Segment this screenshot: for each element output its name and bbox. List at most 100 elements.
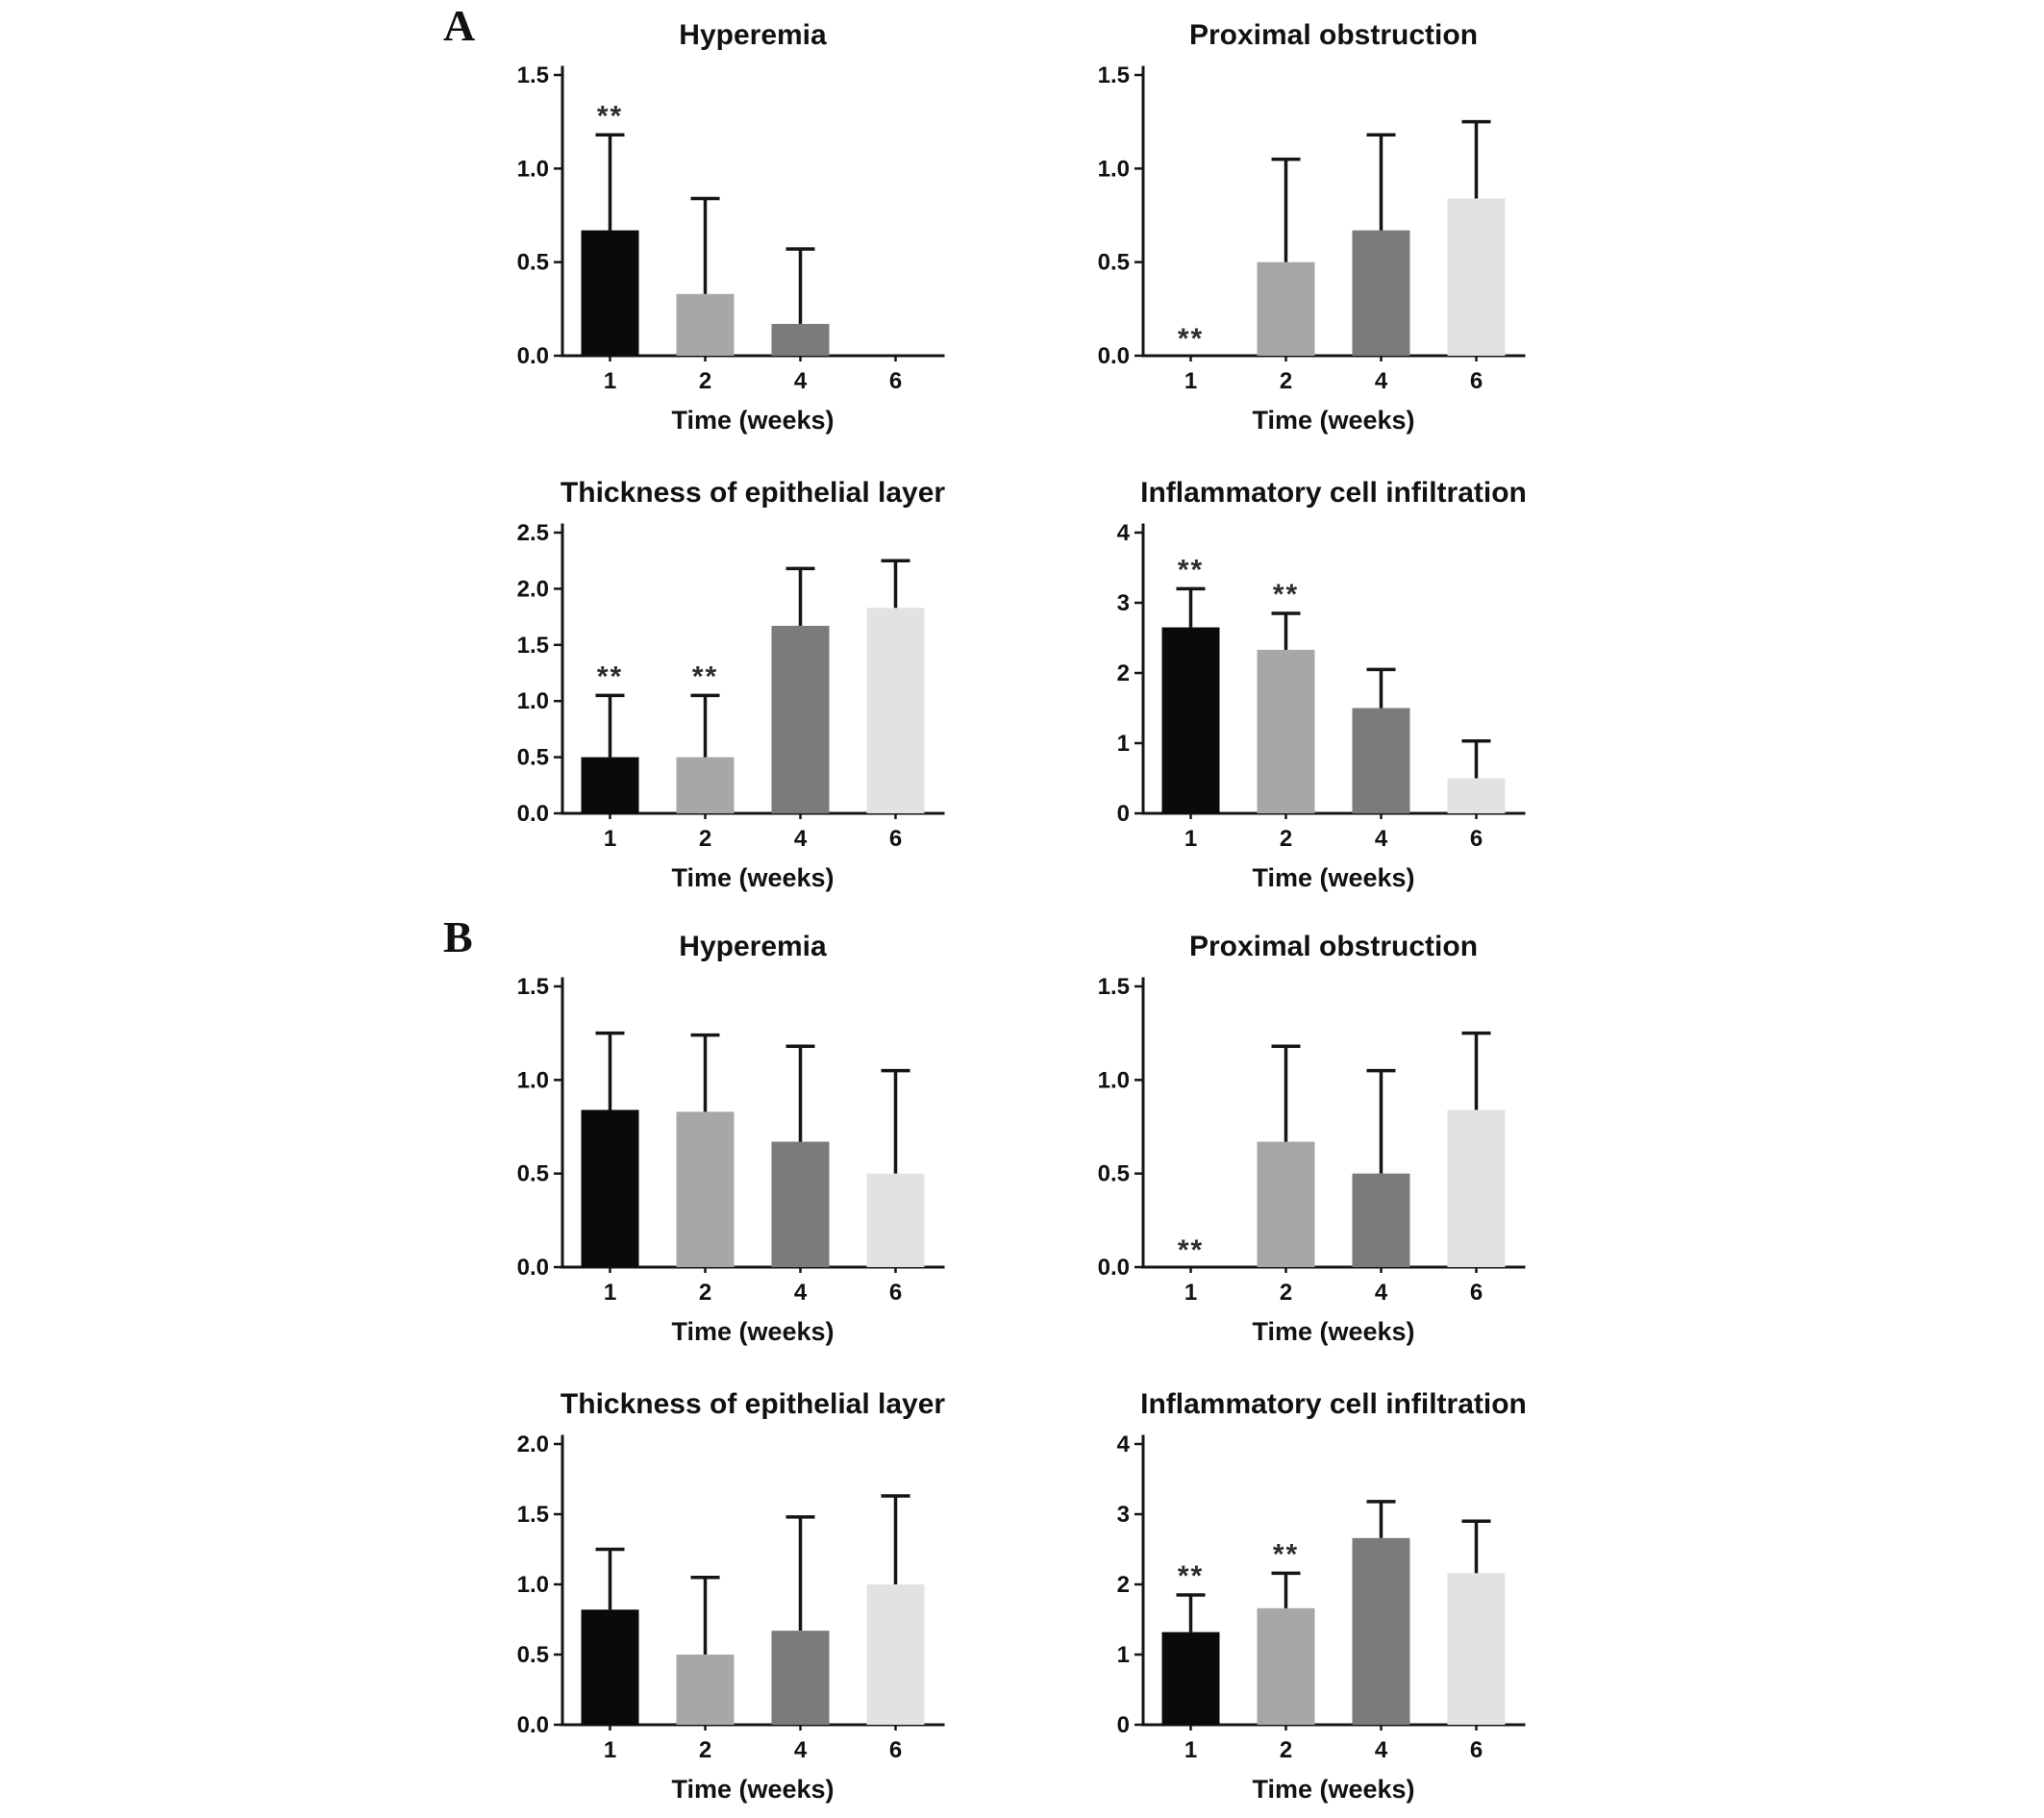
chart-svg-a-hyperemia: Hyperemia 0.0 0.5 1.0 1.5 ** 1 2 4 6 Time (weeks) — [517, 19, 945, 435]
x-tick-label: 2 — [699, 368, 711, 394]
x-tick-label: 1 — [1184, 368, 1197, 394]
chart-b-hyperemia: Hyperemia 0.0 0.5 1.0 1.5 1 2 4 6 Time (weeks) — [462, 917, 1001, 1357]
panel-a: A Hyperemia 0.0 0.5 1.0 1.5 ** 1 2 4 6 Time (weeks… — [443, 1, 1582, 904]
chart-b-epithelial-thickness: Thickness of epithelial layer 0.0 0.5 1.0 1.… — [462, 1375, 1001, 1815]
bar-week-4 — [771, 1141, 830, 1267]
x-tick-label: 4 — [1375, 368, 1388, 394]
bar-week-4 — [1352, 230, 1410, 356]
y-tick-label: 0.5 — [1098, 250, 1130, 276]
figure-container: A Hyperemia 0.0 0.5 1.0 1.5 ** 1 2 4 6 Time (weeks… — [443, 0, 1582, 1815]
y-tick-label: 2.0 — [517, 1432, 549, 1457]
x-tick-label: 4 — [1375, 826, 1388, 852]
y-tick-label: 4 — [1117, 1432, 1131, 1457]
x-tick-label: 1 — [604, 1280, 616, 1306]
bar-week-1 — [581, 230, 639, 356]
x-tick-label: 1 — [1184, 1280, 1197, 1306]
x-tick-label: 1 — [604, 1737, 616, 1763]
bar-week-6 — [1447, 1109, 1506, 1267]
x-tick-label: 1 — [1184, 1737, 1197, 1763]
y-tick-label: 0.0 — [517, 1255, 549, 1281]
chart-title: Thickness of epithelial layer — [561, 1388, 945, 1420]
x-axis-title: Time (weeks) — [671, 1775, 834, 1804]
x-axis-title: Time (weeks) — [1252, 406, 1414, 435]
x-axis-title: Time (weeks) — [671, 863, 834, 892]
y-tick-label: 2.0 — [517, 576, 549, 602]
y-tick-label: 1.0 — [517, 688, 549, 714]
bar-week-1 — [1161, 1631, 1220, 1725]
bar-week-2 — [1257, 1607, 1315, 1725]
panel-a-label: A — [443, 1, 476, 50]
y-tick-label: 0.0 — [1098, 1255, 1130, 1281]
y-tick-label: 2.5 — [517, 520, 549, 546]
x-axis-title: Time (weeks) — [1252, 1317, 1414, 1346]
y-tick-label: 2 — [1117, 660, 1130, 686]
x-axis-title: Time (weeks) — [1252, 863, 1414, 892]
x-tick-label: 4 — [1375, 1737, 1388, 1763]
x-tick-label: 1 — [604, 368, 616, 394]
x-tick-label: 6 — [1470, 1280, 1483, 1306]
y-tick-label: 0.5 — [1098, 1161, 1130, 1187]
significance-marker: ** — [1178, 554, 1204, 585]
chart-svg-b-inflammatory-infiltration: Inflammatory cell infiltration 0 1 2 3 4 ** 1 **… — [1117, 1388, 1527, 1804]
bar-week-6 — [1447, 1573, 1506, 1725]
x-tick-label: 2 — [1280, 368, 1292, 394]
x-tick-label: 1 — [1184, 826, 1197, 852]
bar-week-1 — [581, 1109, 639, 1267]
panel-a-charts-grid: Hyperemia 0.0 0.5 1.0 1.5 ** 1 2 4 6 Time (weeks) P… — [462, 6, 1582, 904]
x-tick-label: 6 — [889, 1737, 902, 1763]
chart-title: Inflammatory cell infiltration — [1140, 1388, 1527, 1420]
x-axis-title: Time (weeks) — [1252, 1775, 1414, 1804]
x-tick-label: 6 — [889, 826, 902, 852]
chart-svg-a-proximal-obstruction: Proximal obstruction 0.0 0.5 1.0 1.5 ** 1 2 4 6 Ti… — [1098, 19, 1526, 435]
bar-week-2 — [676, 1111, 735, 1267]
significance-marker: ** — [597, 660, 623, 692]
y-tick-label: 0.5 — [517, 1642, 549, 1668]
x-tick-label: 6 — [1470, 368, 1483, 394]
bar-week-2 — [1257, 261, 1315, 356]
bar-week-1 — [1161, 627, 1220, 813]
bar-week-6 — [1447, 198, 1506, 356]
y-tick-label: 3 — [1117, 1502, 1130, 1528]
x-axis-title: Time (weeks) — [671, 406, 834, 435]
chart-b-proximal-obstruction: Proximal obstruction 0.0 0.5 1.0 1.5 ** 1 2 4 6 Ti… — [1043, 917, 1582, 1357]
chart-title: Proximal obstruction — [1189, 931, 1478, 962]
chart-svg-a-inflammatory-infiltration: Inflammatory cell infiltration 0 1 2 3 4 ** 1 **… — [1117, 477, 1527, 892]
y-tick-label: 1.5 — [517, 62, 549, 88]
x-tick-label: 4 — [794, 826, 808, 852]
y-tick-label: 1.5 — [1098, 62, 1130, 88]
chart-svg-b-hyperemia: Hyperemia 0.0 0.5 1.0 1.5 1 2 4 6 Time (weeks) — [517, 931, 945, 1346]
x-tick-label: 2 — [699, 1280, 711, 1306]
y-tick-label: 1.0 — [517, 156, 549, 182]
x-tick-label: 6 — [889, 368, 902, 394]
bar-week-2 — [1257, 1141, 1315, 1267]
y-tick-label: 3 — [1117, 590, 1130, 616]
chart-a-hyperemia: Hyperemia 0.0 0.5 1.0 1.5 ** 1 2 4 6 Time (weeks) — [462, 6, 1001, 446]
bar-week-6 — [1447, 778, 1506, 813]
y-tick-label: 0.0 — [1098, 343, 1130, 369]
chart-svg-b-proximal-obstruction: Proximal obstruction 0.0 0.5 1.0 1.5 ** 1 2 4 6 Ti… — [1098, 931, 1526, 1346]
bar-week-6 — [866, 1173, 925, 1267]
bar-week-4 — [1352, 708, 1410, 813]
chart-title: Proximal obstruction — [1189, 19, 1478, 51]
x-tick-label: 4 — [794, 368, 808, 394]
y-tick-label: 1.5 — [517, 974, 549, 1000]
y-tick-label: 0 — [1117, 801, 1130, 827]
x-tick-label: 4 — [794, 1737, 808, 1763]
y-tick-label: 0 — [1117, 1712, 1130, 1738]
significance-marker: ** — [1178, 323, 1204, 355]
bar-week-2 — [676, 757, 735, 813]
bar-week-1 — [581, 757, 639, 813]
chart-a-epithelial-thickness: Thickness of epithelial layer 0.0 0.5 1.0 1.… — [462, 463, 1001, 904]
y-tick-label: 1.5 — [1098, 974, 1130, 1000]
y-tick-label: 1.0 — [1098, 156, 1130, 182]
chart-a-inflammatory-infiltration: Inflammatory cell infiltration 0 1 2 3 4 ** 1 **… — [1043, 463, 1582, 904]
bar-week-6 — [866, 1584, 925, 1725]
chart-b-inflammatory-infiltration: Inflammatory cell infiltration 0 1 2 3 4 ** 1 **… — [1043, 1375, 1582, 1815]
y-tick-label: 2 — [1117, 1572, 1130, 1598]
y-tick-label: 0.5 — [517, 250, 549, 276]
y-tick-label: 1 — [1117, 731, 1130, 757]
significance-marker: ** — [1178, 1234, 1204, 1266]
bar-week-6 — [866, 608, 925, 813]
panel-b-label: B — [443, 912, 473, 961]
bar-week-2 — [1257, 649, 1315, 813]
